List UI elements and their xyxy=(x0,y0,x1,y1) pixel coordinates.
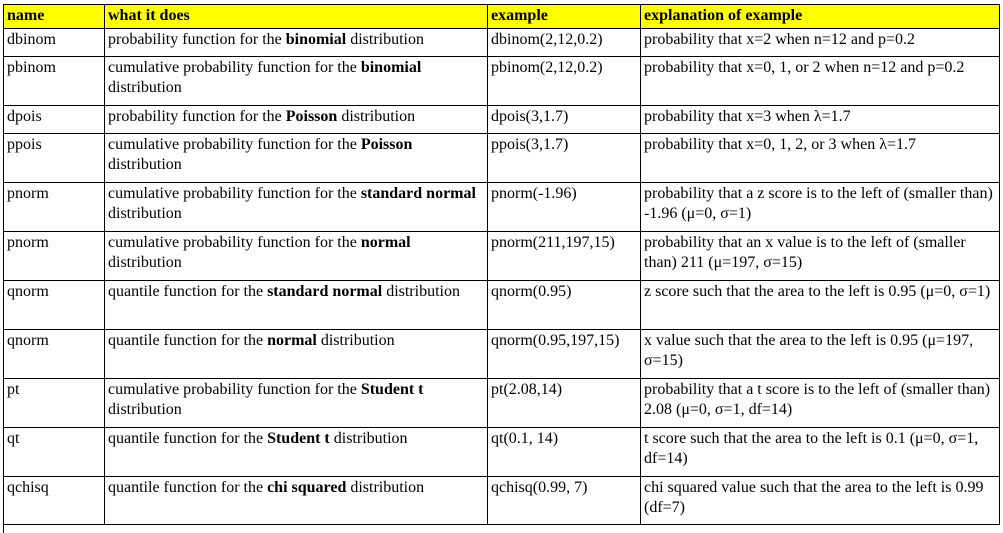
cell-description: cumulative probability function for the … xyxy=(104,378,488,428)
cell-description: quantile function for the Student t dist… xyxy=(104,427,488,477)
table-row: dbinom probability function for the bino… xyxy=(3,28,1000,57)
r-functions-table: name what it does example explanation of… xyxy=(3,4,1000,525)
cell-description: cumulative probability function for the … xyxy=(104,231,488,281)
cell-example: qnorm(0.95) xyxy=(487,280,641,330)
cell-explanation: t score such that the area to the left i… xyxy=(640,427,1000,477)
table-row: qt quantile function for the Student t d… xyxy=(3,427,1000,477)
cell-explanation: probability that x=3 when λ=1.7 xyxy=(640,105,1000,134)
header-what-it-does: what it does xyxy=(104,4,488,29)
cell-explanation: x value such that the area to the left i… xyxy=(640,329,1000,379)
cell-example: pnorm(211,197,15) xyxy=(487,231,641,281)
cell-example: qt(0.1, 14) xyxy=(487,427,641,477)
header-name: name xyxy=(3,4,105,29)
cell-name: ppois xyxy=(3,133,105,183)
cell-explanation: probability that a t score is to the lef… xyxy=(640,378,1000,428)
cell-name: pt xyxy=(3,378,105,428)
cell-example: qnorm(0.95,197,15) xyxy=(487,329,641,379)
cell-name: pnorm xyxy=(3,231,105,281)
table-row: qnorm quantile function for the standard… xyxy=(3,280,1000,330)
cell-description: probability function for the binomial di… xyxy=(104,28,488,57)
cell-description: probability function for the Poisson dis… xyxy=(104,105,488,134)
table-row: dpois probability function for the Poiss… xyxy=(3,105,1000,134)
cell-example: qchisq(0.99, 7) xyxy=(487,476,641,525)
cell-example: pnorm(-1.96) xyxy=(487,182,641,232)
table-border-tail xyxy=(3,524,4,533)
cell-explanation: chi squared value such that the area to … xyxy=(640,476,1000,525)
cell-description: cumulative probability function for the … xyxy=(104,133,488,183)
cell-name: dbinom xyxy=(3,28,105,57)
cell-description: quantile function for the standard norma… xyxy=(104,280,488,330)
cell-explanation: probability that x=0, 1, or 2 when n=12 … xyxy=(640,56,1000,106)
cell-explanation: z score such that the area to the left i… xyxy=(640,280,1000,330)
cell-explanation: probability that an x value is to the le… xyxy=(640,231,1000,281)
cell-name: dpois xyxy=(3,105,105,134)
cell-name: qchisq xyxy=(3,476,105,525)
cell-name: qnorm xyxy=(3,280,105,330)
cell-description: cumulative probability function for the … xyxy=(104,56,488,106)
header-row: name what it does example explanation of… xyxy=(3,4,1000,29)
table-row: ppois cumulative probability function fo… xyxy=(3,133,1000,183)
cell-name: qnorm xyxy=(3,329,105,379)
cell-example: dbinom(2,12,0.2) xyxy=(487,28,641,57)
table-row: pt cumulative probability function for t… xyxy=(3,378,1000,428)
header-example: example xyxy=(487,4,641,29)
table-row: qchisq quantile function for the chi squ… xyxy=(3,476,1000,525)
cell-description: quantile function for the chi squared di… xyxy=(104,476,488,525)
cell-example: pt(2.08,14) xyxy=(487,378,641,428)
cell-example: pbinom(2,12,0.2) xyxy=(487,56,641,106)
cell-description: quantile function for the normal distrib… xyxy=(104,329,488,379)
cell-explanation: probability that x=2 when n=12 and p=0.2 xyxy=(640,28,1000,57)
cell-name: qt xyxy=(3,427,105,477)
cell-explanation: probability that x=0, 1, 2, or 3 when λ=… xyxy=(640,133,1000,183)
cell-example: dpois(3,1.7) xyxy=(487,105,641,134)
table-row: pnorm cumulative probability function fo… xyxy=(3,231,1000,281)
table-row: pbinom cumulative probability function f… xyxy=(3,56,1000,106)
cell-explanation: probability that a z score is to the lef… xyxy=(640,182,1000,232)
table-row: qnorm quantile function for the normal d… xyxy=(3,329,1000,379)
cell-description: cumulative probability function for the … xyxy=(104,182,488,232)
header-explanation: explanation of example xyxy=(640,4,1000,29)
table-row: pnorm cumulative probability function fo… xyxy=(3,182,1000,232)
cell-name: pnorm xyxy=(3,182,105,232)
cell-example: ppois(3,1.7) xyxy=(487,133,641,183)
cell-name: pbinom xyxy=(3,56,105,106)
